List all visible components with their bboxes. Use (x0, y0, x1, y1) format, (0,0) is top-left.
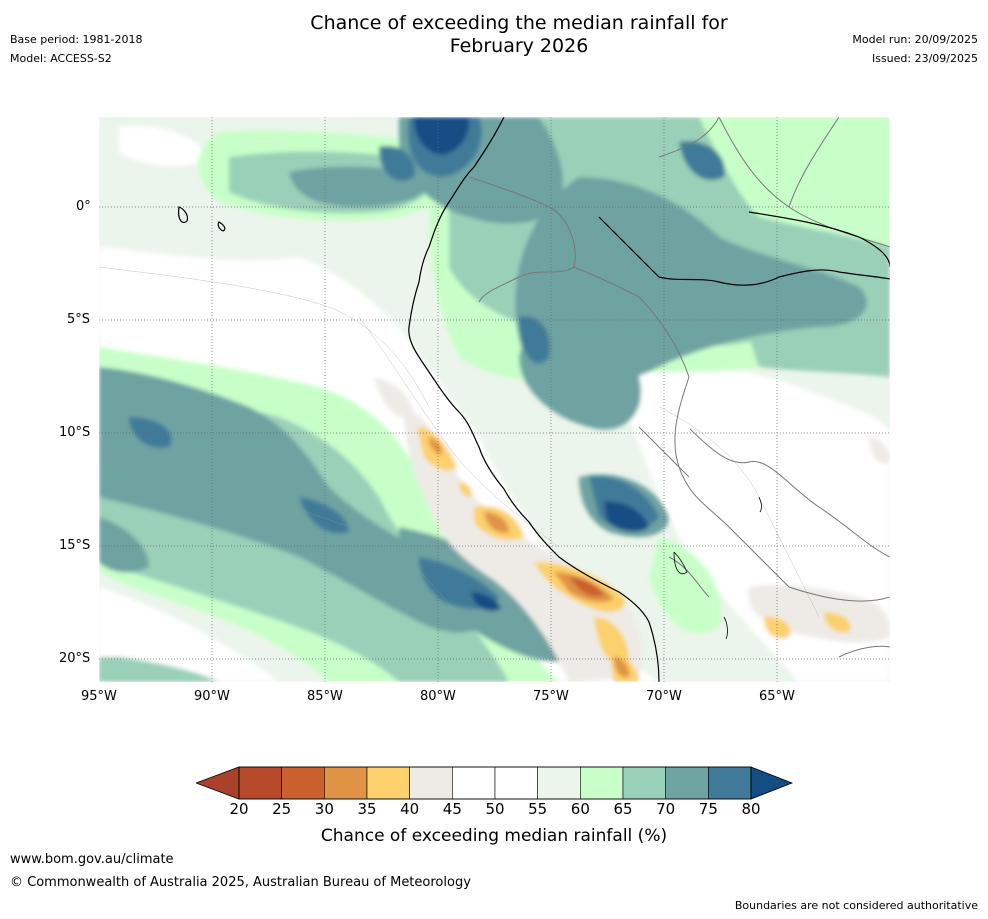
lon-label-80w: 80°W (420, 689, 456, 704)
colorbar-tick-30: 30 (314, 800, 334, 818)
website-link[interactable]: www.bom.gov.au/climate (10, 852, 174, 867)
lon-label-90w: 90°W (194, 689, 230, 704)
colorbar-arrow-high (750, 766, 794, 800)
colorbar (196, 766, 794, 800)
colorbar-tick-40: 40 (400, 800, 420, 818)
colorbar-tick-75: 75 (698, 800, 718, 818)
lon-label-70w: 70°W (646, 689, 682, 704)
colorbar-cell-30-35 (324, 766, 368, 800)
rainfall-map (99, 117, 890, 682)
model-run: Model run: 20/09/2025 (852, 33, 978, 46)
colorbar-cell-75-80 (708, 766, 752, 800)
colorbar-tick-50: 50 (485, 800, 505, 818)
colorbar-tick-35: 35 (357, 800, 377, 818)
colorbar-cell-60-65 (580, 766, 624, 800)
colorbar-tick-25: 25 (272, 800, 292, 818)
colorbar-label: Chance of exceeding median rainfall (%) (320, 826, 668, 846)
colorbar-cell-35-40 (366, 766, 410, 800)
colorbar-tick-60: 60 (570, 800, 590, 818)
colorbar-tick-65: 65 (613, 800, 633, 818)
colorbar-cell-25-30 (281, 766, 325, 800)
colorbar-cells (238, 766, 752, 800)
colorbar-tick-70: 70 (656, 800, 676, 818)
lat-label-20s: 20°S (59, 651, 91, 666)
colorbar-cell-50-55 (494, 766, 538, 800)
colorbar-tick-80: 80 (741, 800, 761, 818)
lat-label-0: 0° (76, 199, 91, 214)
colorbar-tick-55: 55 (528, 800, 548, 818)
colorbar-tick-20: 20 (229, 800, 249, 818)
colorbar-tick-45: 45 (442, 800, 462, 818)
base-period: Base period: 1981-2018 (10, 33, 143, 46)
lat-label-5s: 5°S (67, 312, 91, 327)
lon-label-65w: 65°W (759, 689, 795, 704)
colorbar-cell-45-50 (452, 766, 496, 800)
colorbar-cell-65-70 (622, 766, 666, 800)
lon-label-95w: 95°W (81, 689, 117, 704)
title-line-2: February 2026 (449, 35, 589, 57)
coastline (178, 117, 890, 682)
lat-label-10s: 10°S (59, 425, 91, 440)
graticule (99, 117, 890, 682)
colorbar-cell-40-45 (409, 766, 453, 800)
model-name: Model: ACCESS-S2 (10, 52, 112, 65)
issued-date: Issued: 23/09/2025 (871, 52, 978, 65)
title-line-1: Chance of exceeding the median rainfall … (310, 12, 728, 34)
lon-label-75w: 75°W (533, 689, 569, 704)
lat-label-15s: 15°S (59, 538, 91, 553)
colorbar-arrow-low (196, 766, 240, 800)
lon-label-85w: 85°W (307, 689, 343, 704)
colorbar-cell-55-60 (537, 766, 581, 800)
colorbar-cell-70-75 (665, 766, 709, 800)
copyright: © Commonwealth of Australia 2025, Austra… (10, 875, 471, 890)
colorbar-cell-20-25 (238, 766, 282, 800)
disclaimer: Boundaries are not considered authoritat… (734, 899, 978, 912)
map-title: Chance of exceeding the median rainfall … (200, 12, 838, 58)
